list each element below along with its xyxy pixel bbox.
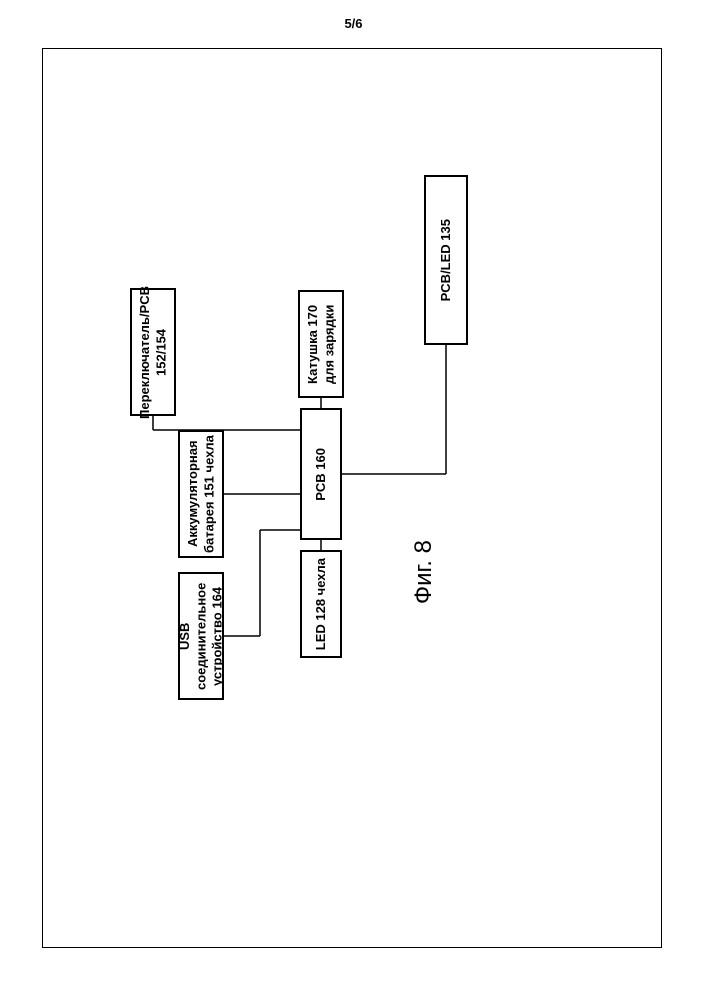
node-label: Катушка 170 для зарядки	[305, 292, 338, 396]
node-label: PCB/LED 135	[438, 219, 454, 301]
node-label: USB соединительное устройство 164	[177, 574, 226, 698]
page-number: 5/6	[0, 16, 707, 31]
node-pcb-160: PCB 160	[300, 408, 342, 540]
node-label: LED 128 чехла	[313, 558, 329, 650]
node-led-128: LED 128 чехла	[300, 550, 342, 658]
node-battery-151: Аккумуляторная батарея 151 чехла	[178, 430, 224, 558]
node-pcb-led-135: PCB/LED 135	[424, 175, 468, 345]
node-switch-pcb: Переключатель/PCB 152/154	[130, 288, 176, 416]
page-frame	[42, 48, 662, 948]
node-label: Переключатель/PCB 152/154	[137, 286, 170, 419]
node-label: Аккумуляторная батарея 151 чехла	[185, 432, 218, 556]
node-usb-164: USB соединительное устройство 164	[178, 572, 224, 700]
figure-label: Фиг. 8	[410, 540, 438, 604]
node-coil-170: Катушка 170 для зарядки	[298, 290, 344, 398]
node-label: PCB 160	[313, 448, 329, 501]
